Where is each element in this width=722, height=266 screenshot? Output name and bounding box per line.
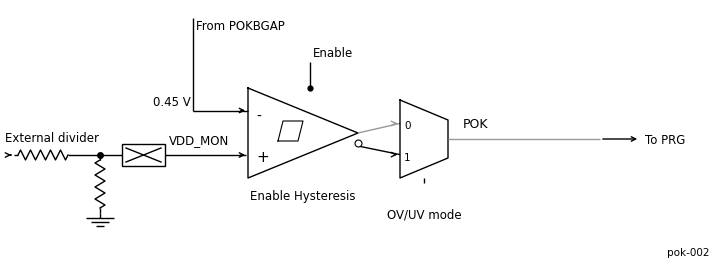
Text: Enable Hysteresis: Enable Hysteresis <box>251 190 356 203</box>
Text: Enable: Enable <box>313 47 353 60</box>
Text: From POKBGAP: From POKBGAP <box>196 20 284 33</box>
Text: -: - <box>256 110 261 123</box>
Text: pok-002: pok-002 <box>668 248 710 258</box>
Text: POK: POK <box>463 118 489 131</box>
Text: +: + <box>256 149 269 164</box>
Text: 0: 0 <box>404 121 411 131</box>
Text: 1: 1 <box>404 153 411 163</box>
Text: 0.45 V: 0.45 V <box>153 95 191 109</box>
Text: VDD_MON: VDD_MON <box>169 135 230 148</box>
Text: To PRG: To PRG <box>645 135 685 148</box>
Text: External divider: External divider <box>5 132 99 146</box>
Bar <box>122 144 165 166</box>
Text: OV/UV mode: OV/UV mode <box>387 208 461 221</box>
